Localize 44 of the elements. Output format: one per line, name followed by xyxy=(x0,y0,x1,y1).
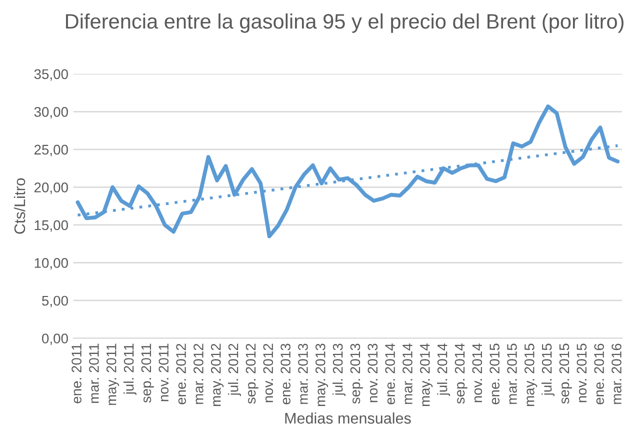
x-tick-label: nov. 2012 xyxy=(263,344,274,402)
x-tick-label: sep. 2014 xyxy=(454,344,468,404)
x-tick-label: nov. 2013 xyxy=(368,344,378,402)
x-tick-label: sep. 2012 xyxy=(246,344,258,404)
x-tick-label: ene. 2013 xyxy=(280,344,290,404)
x-tick-label: jul. 2012 xyxy=(228,344,241,396)
x-tick-label: jul. 2013 xyxy=(332,344,346,396)
y-tick-label: 10,00 xyxy=(34,258,68,270)
x-tick-label: jul. 2015 xyxy=(542,344,554,396)
x-tick-label: mar. 2014 xyxy=(402,344,412,404)
x-tick-label: ene. 2014 xyxy=(385,344,395,404)
x-tick-label: may. 2015 xyxy=(524,344,538,406)
x-tick-label: may. 2014 xyxy=(420,344,433,406)
x-tick-label: sep. 2013 xyxy=(350,344,363,404)
line-series xyxy=(76,104,620,238)
x-tick-label: sep. 2015 xyxy=(559,344,572,404)
x-tick-label: nov. 2014 xyxy=(472,344,482,402)
x-tick-label: mar. 2012 xyxy=(194,344,204,404)
x-tick-label: jul. 2011 xyxy=(124,344,136,395)
x-tick-label: may. 2012 xyxy=(210,344,224,406)
x-tick-label: may. 2013 xyxy=(315,344,328,406)
y-tick-label: 25,00 xyxy=(34,144,68,156)
y-tick-label: 5,00 xyxy=(42,296,68,308)
x-axis-title: Medias mensuales xyxy=(285,412,411,424)
x-tick-label: mar. 2013 xyxy=(298,344,308,404)
x-tick-label: may. 2011 xyxy=(106,344,120,405)
x-tick-label: mar. 2015 xyxy=(507,344,517,404)
x-tick-label: mar. 2016 xyxy=(612,344,622,404)
y-axis-title: Cts/Litro xyxy=(14,178,26,234)
x-tick-label: ene. 2012 xyxy=(176,344,186,404)
y-tick-label: 0,00 xyxy=(42,334,68,346)
y-tick-label: 35,00 xyxy=(34,69,68,81)
x-tick-label: nov. 2015 xyxy=(576,344,587,402)
x-tick-label: jul. 2014 xyxy=(437,344,450,396)
y-tick-label: 30,00 xyxy=(34,107,68,118)
x-tick-label: ene. 2016 xyxy=(594,344,604,404)
y-tick-label: 20,00 xyxy=(34,182,68,194)
x-tick-label: nov. 2011 xyxy=(158,344,169,402)
chart-title: Diferencia entre la gasolina 95 y el precio del Brent (por litro) xyxy=(66,13,624,33)
x-tick-label: mar. 2011 xyxy=(89,344,99,403)
y-tick-label: 15,00 xyxy=(34,220,68,232)
x-tick-label: ene. 2015 xyxy=(490,344,500,404)
x-tick-label: ene. 2011 xyxy=(72,344,82,404)
x-tick-label: sep. 2011 xyxy=(141,344,154,403)
